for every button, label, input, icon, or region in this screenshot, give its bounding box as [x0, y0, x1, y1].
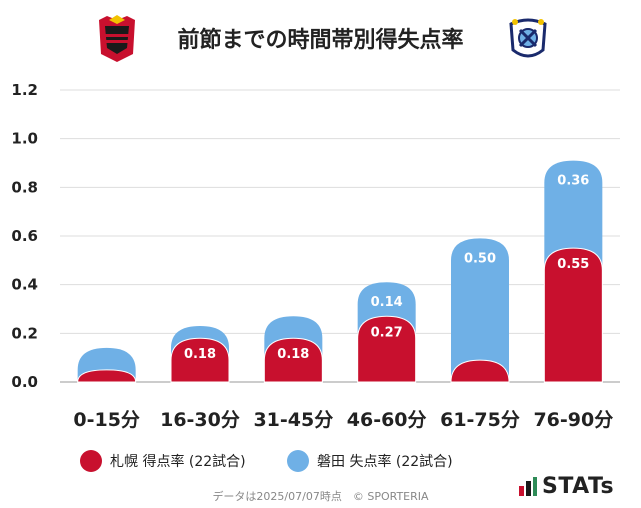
- y-tick-label: 0.6: [11, 227, 38, 245]
- chart-title: 前節までの時間帯別得失点率: [177, 28, 464, 53]
- stats-logo-icon: [519, 476, 537, 496]
- bar-sapporo: [450, 359, 510, 383]
- bar-sapporo: [263, 337, 323, 383]
- x-category-label: 46-60分: [347, 409, 427, 431]
- bar-sapporo: [543, 247, 603, 383]
- y-tick-label: 0.2: [11, 324, 38, 342]
- legend-label-sapporo: 札幌 得点率 (22試合): [110, 454, 246, 470]
- x-category-label: 61-75分: [440, 409, 520, 431]
- data-label-sapporo: 0.18: [184, 347, 216, 362]
- legend-label-iwata: 磐田 失点率 (22試合): [317, 454, 453, 470]
- x-category-label: 31-45分: [253, 409, 333, 431]
- y-tick-label: 0.8: [11, 178, 38, 196]
- bar-sapporo: [357, 315, 417, 383]
- data-label-iwata: 0.14: [371, 295, 403, 310]
- legend-item-sapporo: 札幌 得点率 (22試合): [80, 450, 246, 472]
- legend-swatch-iwata: [287, 450, 309, 472]
- stats-brand: STATs: [518, 474, 614, 499]
- stacked-bar-chart: 0.0 0.2 0.4 0.6 0.8 1.0 1.2 0.18 0.18 0.27 0.14 0.…: [11, 81, 620, 431]
- y-tick-label: 0.0: [11, 373, 38, 391]
- data-label-sapporo: 0.18: [277, 347, 309, 362]
- y-tick-label: 0.4: [11, 276, 38, 294]
- data-label-sapporo: 0.55: [557, 257, 589, 272]
- data-label-sapporo: 0.27: [371, 325, 403, 340]
- stats-brand-text: STATs: [542, 474, 615, 499]
- y-tick-label: 1.0: [11, 130, 38, 148]
- x-category-label: 0-15分: [73, 409, 140, 431]
- data-label-iwata: 0.36: [557, 174, 589, 189]
- jubilo-iwata-logo: [509, 18, 547, 58]
- x-category-label: 76-90分: [533, 409, 613, 431]
- data-label-iwata: 0.50: [464, 251, 496, 266]
- bar-iwata: [451, 238, 509, 382]
- bar-sapporo: [77, 369, 137, 383]
- legend-swatch-sapporo: [80, 450, 102, 472]
- x-category-label: 16-30分: [160, 409, 240, 431]
- legend-item-iwata: 磐田 失点率 (22試合): [287, 450, 453, 472]
- bar-sapporo: [170, 337, 230, 383]
- consadole-sapporo-logo: [99, 15, 135, 62]
- data-source-footer: データは2025/07/07時点 © SPORTERIA: [212, 490, 429, 503]
- y-tick-label: 1.2: [11, 81, 38, 99]
